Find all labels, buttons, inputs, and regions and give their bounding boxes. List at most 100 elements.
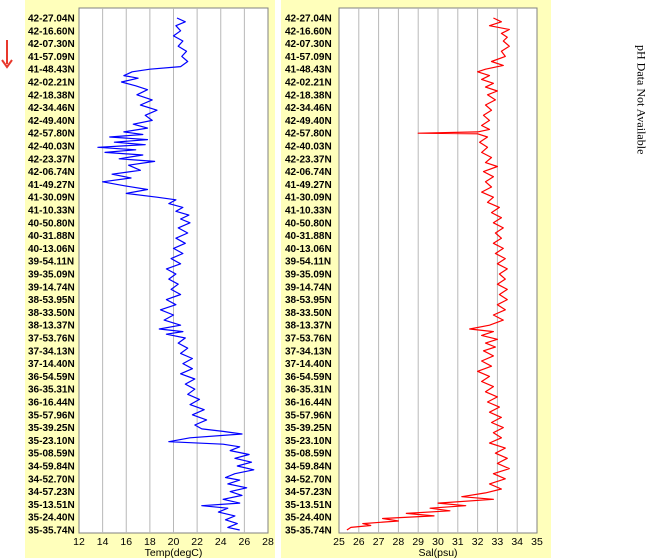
temp-latitude-label: 34-59.84N [28,462,75,473]
sal-latitude-label: 39-54.11N [285,257,331,268]
sal-latitude-label: 37-34.13N [285,346,332,357]
temp-latitude-label: 41-10.33N [28,206,75,217]
down-arrow-icon [1,40,13,69]
temp-latitude-label: 42-34.46N [28,103,75,114]
sal-latitude-label: 36-54.59N [285,372,332,383]
temp-latitude-label: 35-39.25N [28,423,75,434]
temp-latitude-label: 34-52.70N [28,474,75,485]
temp-latitude-label: 37-53.76N [28,334,75,345]
temp-latitude-label: 39-35.09N [28,270,75,281]
sal-latitude-label: 35-23.10N [285,436,332,447]
sal-latitude-label: 37-53.76N [285,334,332,345]
temp-latitude-label: 38-53.95N [28,295,75,306]
temp-latitude-label: 42-07.30N [28,39,75,50]
temp-latitude-label: 37-34.13N [28,346,75,357]
sal-x-tick-label: 34 [511,536,523,548]
temp-x-tick-label: 20 [168,536,180,548]
sal-latitude-label: 42-27.04N [285,14,332,25]
temp-latitude-label: 42-40.03N [28,142,75,153]
temp-latitude-label: 42-18.38N [28,90,75,101]
sal-latitude-label: 35-57.96N [285,410,332,421]
temp-latitude-label: 42-23.37N [28,154,75,165]
temp-latitude-label: 41-30.09N [28,193,75,204]
ph-note-text: pH Data Not Available [634,45,649,155]
sal-latitude-label: 41-10.33N [285,206,332,217]
sal-latitude-label: 42-06.74N [285,167,332,178]
temp-latitude-label: 39-54.11N [28,257,74,268]
sal-latitude-label: 40-31.88N [285,231,332,242]
sal-latitude-label: 34-52.70N [285,474,332,485]
temp-x-tick-label: 28 [262,536,274,548]
temp-latitude-label: 42-02.21N [28,78,75,89]
sal-latitude-label: 42-18.38N [285,90,332,101]
sal-latitude-label: 40-50.80N [285,218,332,229]
sal-x-tick-label: 25 [333,536,345,548]
temp-latitude-label: 34-57.23N [28,487,75,498]
temp-x-tick-label: 26 [239,536,251,548]
sal-x-axis-label: Sal(psu) [418,547,457,558]
temp-latitude-label: 35-57.96N [28,410,75,421]
ph-unavailable-note: pH Data Not Available [630,45,652,245]
sal-x-tick-label: 33 [492,536,504,548]
sal-latitude-label: 42-02.21N [285,78,332,89]
sal-latitude-label: 38-13.37N [285,321,332,332]
sal-latitude-label: 42-23.37N [285,154,332,165]
sal-x-tick-label: 35 [531,536,543,548]
temp-profile-line [97,17,255,531]
sal-x-tick-label: 29 [412,536,424,548]
sal-latitude-label: 41-48.43N [285,65,332,76]
temp-latitude-label: 37-14.40N [28,359,75,370]
sal-x-tick-label: 31 [452,536,464,548]
temp-latitude-label: 36-35.31N [28,385,75,396]
temp-latitude-label: 35-23.10N [28,436,75,447]
sal-latitude-label: 34-59.84N [285,462,332,473]
sal-latitude-label: 37-14.40N [285,359,332,370]
sal-latitude-label: 38-33.50N [285,308,332,319]
sal-latitude-label: 35-08.59N [285,449,332,460]
temp-latitude-label: 39-14.74N [28,282,75,293]
salinity-panel: 25 26 27 28 29 30 31 32 33 34 35 42-27.04N42-16.60N… [281,0,551,558]
temp-x-tick-label: 18 [144,536,156,548]
sal-x-tick-label: 30 [432,536,444,548]
temp-x-tick-label: 24 [215,536,227,548]
sal-latitude-label: 41-30.09N [285,193,332,204]
sal-x-tick-label: 28 [393,536,405,548]
temp-x-tick-label: 16 [120,536,132,548]
temp-x-tick-label: 22 [191,536,203,548]
temp-latitude-label: 38-13.37N [28,321,75,332]
sal-latitude-label: 42-49.40N [285,116,332,127]
temp-latitude-label: 36-54.59N [28,372,75,383]
temp-latitude-label: 40-50.80N [28,218,75,229]
sal-latitude-label: 35-24.40N [285,513,332,524]
temp-latitude-label: 40-13.06N [28,244,75,255]
temp-latitude-label: 42-27.04N [28,14,75,25]
sal-x-tick-label: 26 [353,536,365,548]
sal-latitude-label: 41-49.27N [285,180,332,191]
temp-latitude-label: 38-33.50N [28,308,75,319]
sal-profile-line [346,17,510,531]
sal-latitude-label: 35-35.74N [285,526,332,537]
temp-latitude-label: 42-06.74N [28,167,75,178]
temp-latitude-label: 42-49.40N [28,116,75,127]
sal-latitude-label: 41-57.09N [285,52,332,63]
temp-latitude-label: 41-48.43N [28,65,75,76]
sal-latitude-label: 42-16.60N [285,26,332,37]
sal-latitude-label: 34-57.23N [285,487,332,498]
sal-x-tick-label: 32 [472,536,484,548]
sal-latitude-label: 39-35.09N [285,270,332,281]
temp-x-tick-label: 14 [97,536,109,548]
sal-x-tick-label: 27 [373,536,385,548]
sal-latitude-label: 42-07.30N [285,39,332,50]
temp-x-axis-label: Temp(degC) [145,547,203,558]
temp-latitude-label: 41-49.27N [28,180,75,191]
temp-latitude-label: 35-08.59N [28,449,75,460]
temp-latitude-label: 42-57.80N [28,129,75,140]
sal-latitude-label: 38-53.95N [285,295,332,306]
sal-latitude-label: 42-34.46N [285,103,332,114]
sal-latitude-label: 35-39.25N [285,423,332,434]
sal-latitude-label: 40-13.06N [285,244,332,255]
temp-latitude-label: 35-35.74N [28,526,75,537]
sal-latitude-label: 39-14.74N [285,282,332,293]
temp-latitude-label: 35-24.40N [28,513,75,524]
